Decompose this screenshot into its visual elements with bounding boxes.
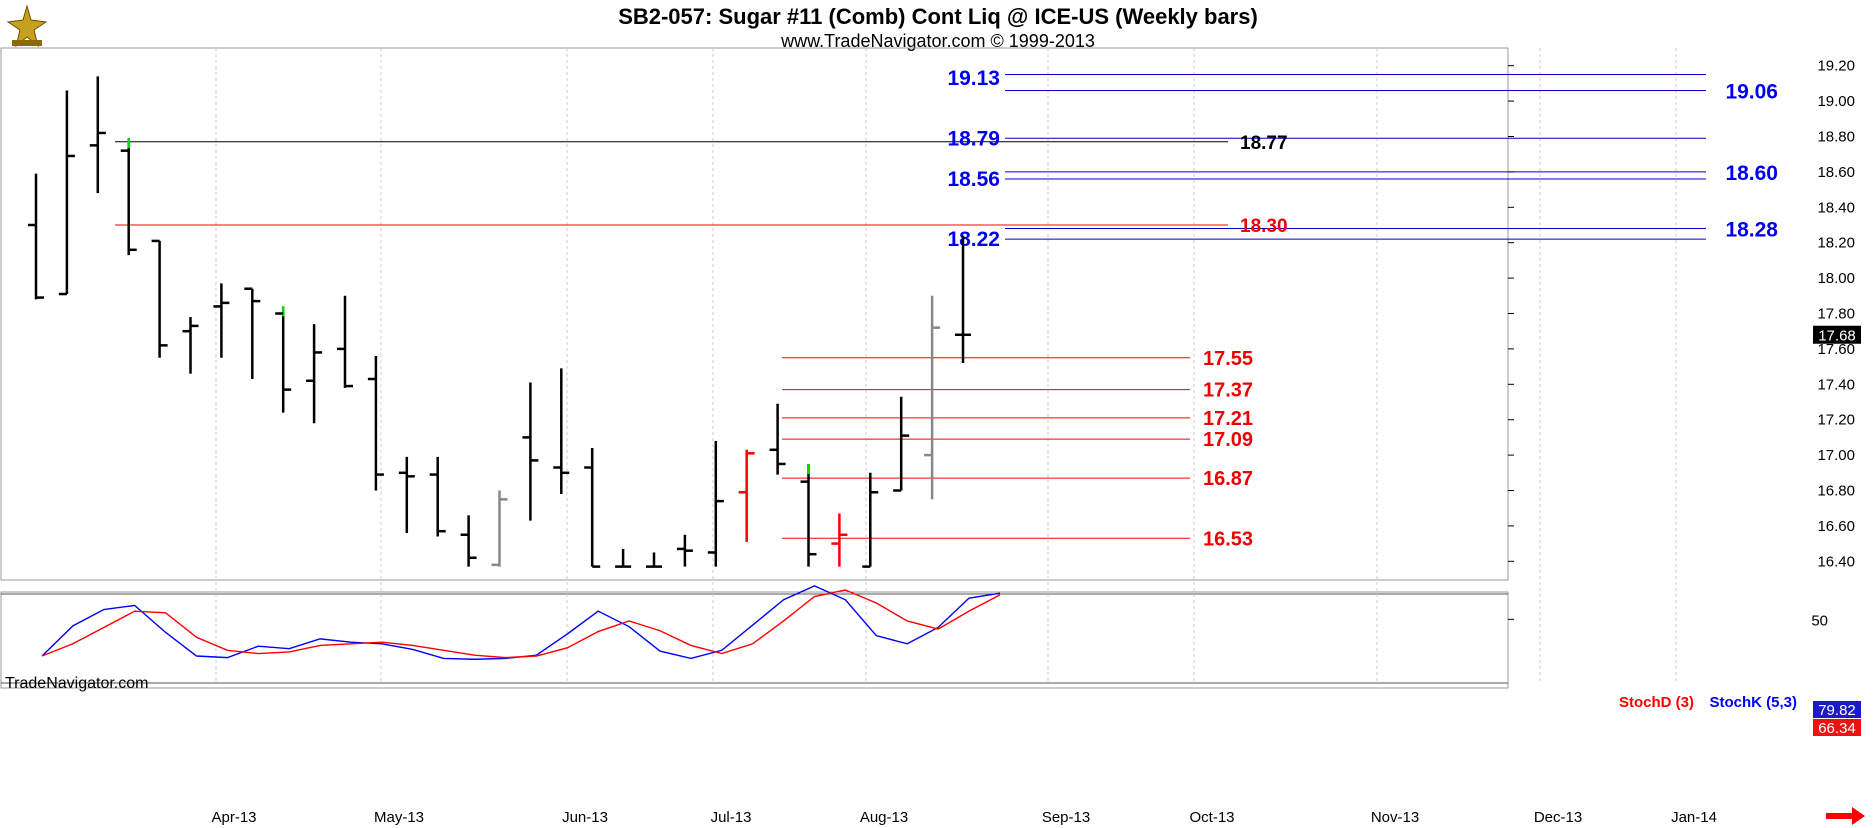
stochd-value-label: 66.34 <box>1818 720 1856 737</box>
y-tick-label: 17.00 <box>1817 447 1855 464</box>
x-tick-label: Dec-13 <box>1534 809 1582 826</box>
x-tick-label: Jan-14 <box>1671 809 1717 826</box>
stochk-value-label: 79.82 <box>1818 702 1856 719</box>
watermark: TradeNavigator.com <box>5 675 149 692</box>
stoch-panel-frame <box>0 591 1509 689</box>
y-tick-label: 17.40 <box>1817 376 1855 393</box>
stochk-line <box>41 585 1001 660</box>
y-tick-label: 18.00 <box>1817 270 1855 287</box>
tradenavigator-logo-icon <box>6 4 48 48</box>
black-level-label: 18.77 <box>1240 133 1288 154</box>
y-tick-label: 18.40 <box>1817 199 1855 216</box>
y-tick-label: 16.80 <box>1817 483 1855 500</box>
last-price-box <box>1813 325 1861 344</box>
legend-stochk: StochK (5,3) <box>1709 694 1797 711</box>
red-level-label: 17.55 <box>1203 348 1253 370</box>
x-tick-label: Jul-13 <box>711 809 752 826</box>
red-level-label: 16.53 <box>1203 528 1253 550</box>
y-tick-label: 18.80 <box>1817 129 1855 146</box>
price-panel-frame <box>0 47 1509 581</box>
stochd-value-box <box>1813 719 1861 736</box>
blue-level-label: 18.56 <box>947 168 1000 191</box>
blue-level-label: 18.28 <box>1725 219 1778 242</box>
blue-level-label: 18.79 <box>947 127 1000 150</box>
red-level-label: 16.87 <box>1203 468 1253 490</box>
x-tick-label: Nov-13 <box>1371 809 1419 826</box>
y-tick-label: 18.20 <box>1817 235 1855 252</box>
blue-level-label: 18.60 <box>1725 162 1778 185</box>
stochk-value-box <box>1813 701 1861 718</box>
x-tick-label: Apr-13 <box>211 809 256 826</box>
legend-stochd: StochD (3) <box>1619 694 1694 711</box>
y-tick-label: 17.60 <box>1817 341 1855 358</box>
y-tick-label: 19.00 <box>1817 93 1855 110</box>
blue-level-label: 19.06 <box>1725 80 1778 103</box>
last-price-label: 17.68 <box>1818 328 1856 345</box>
y-tick-label: 19.20 <box>1817 58 1855 75</box>
x-tick-label: Oct-13 <box>1189 809 1234 826</box>
red-level-label: 17.09 <box>1203 429 1253 451</box>
red-level-label: 17.21 <box>1203 408 1253 430</box>
stoch-tick-label: 50 <box>1811 612 1828 629</box>
chart-subtitle: www.TradeNavigator.com © 1999-2013 <box>781 31 1095 51</box>
y-tick-label: 16.60 <box>1817 518 1855 535</box>
scroll-right-arrow-icon[interactable] <box>1826 806 1866 826</box>
chart-title: SB2-057: Sugar #11 (Comb) Cont Liq @ ICE… <box>618 4 1258 29</box>
blue-level-label: 19.13 <box>947 67 1000 90</box>
x-tick-label: May-13 <box>374 809 424 826</box>
x-tick-label: Jun-13 <box>562 809 608 826</box>
x-tick-label: Sep-13 <box>1042 809 1090 826</box>
y-tick-label: 18.60 <box>1817 164 1855 181</box>
y-tick-label: 16.40 <box>1817 553 1855 570</box>
x-tick-label: Aug-13 <box>860 809 908 826</box>
red-level-label: 18.30 <box>1240 216 1288 237</box>
blue-level-label: 18.22 <box>947 228 1000 251</box>
y-tick-label: 17.20 <box>1817 412 1855 429</box>
red-level-label: 17.37 <box>1203 380 1253 402</box>
stochd-line <box>41 589 1001 659</box>
y-tick-label: 17.80 <box>1817 306 1855 323</box>
